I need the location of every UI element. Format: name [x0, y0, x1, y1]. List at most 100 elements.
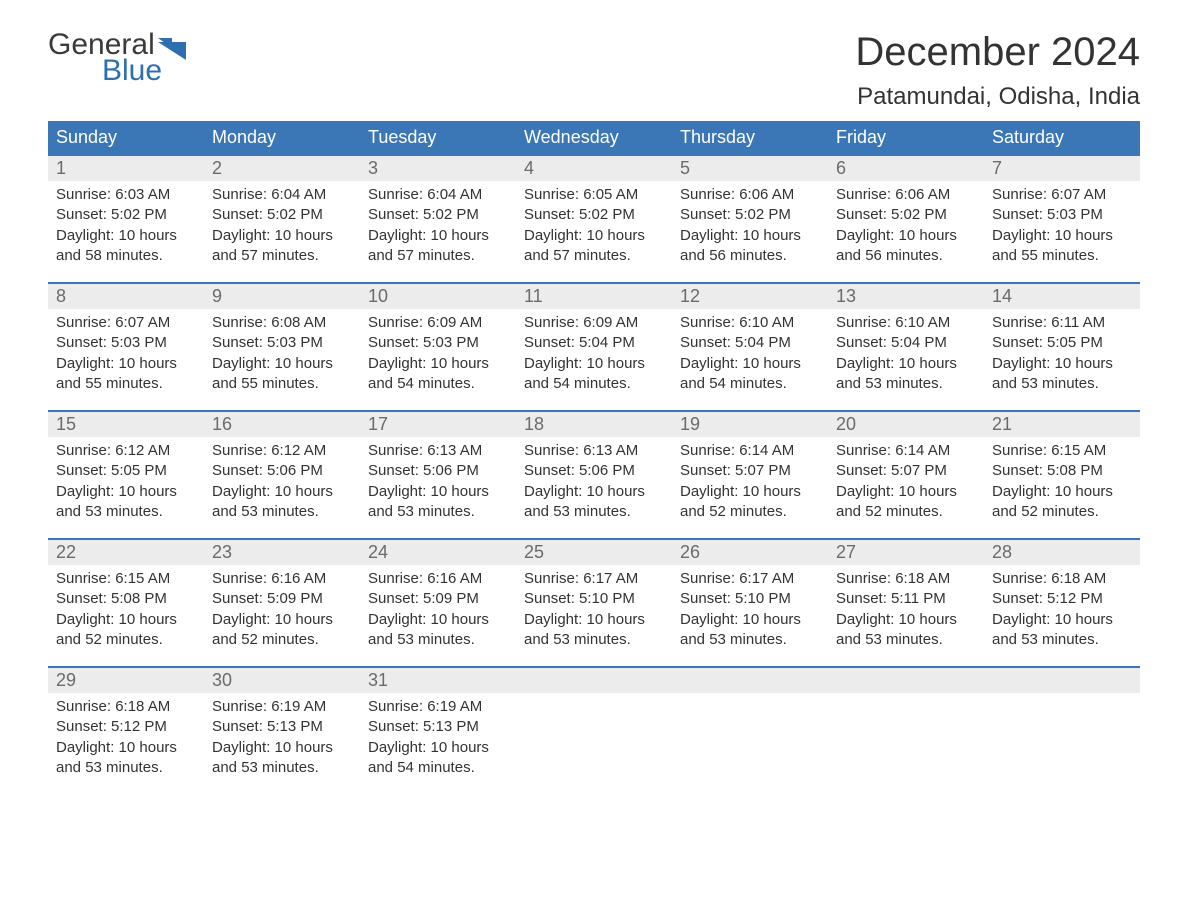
calendar-day: 19Sunrise: 6:14 AMSunset: 5:07 PMDayligh…: [672, 412, 828, 538]
sunrise-text: Sunrise: 6:17 AM: [680, 569, 820, 589]
sunset-text: Sunset: 5:06 PM: [368, 461, 508, 481]
day-body: Sunrise: 6:10 AMSunset: 5:04 PMDaylight:…: [828, 309, 984, 394]
sunrise-text: Sunrise: 6:10 AM: [836, 313, 976, 333]
daylight-text: Daylight: 10 hours and 55 minutes.: [992, 226, 1132, 267]
day-number: 26: [672, 540, 828, 565]
daylight-text: Daylight: 10 hours and 55 minutes.: [212, 354, 352, 395]
calendar-day: 30Sunrise: 6:19 AMSunset: 5:13 PMDayligh…: [204, 668, 360, 794]
day-number: 25: [516, 540, 672, 565]
day-body: Sunrise: 6:17 AMSunset: 5:10 PMDaylight:…: [672, 565, 828, 650]
day-body: Sunrise: 6:11 AMSunset: 5:05 PMDaylight:…: [984, 309, 1140, 394]
sunrise-text: Sunrise: 6:13 AM: [524, 441, 664, 461]
sunrise-text: Sunrise: 6:04 AM: [212, 185, 352, 205]
day-body: Sunrise: 6:15 AMSunset: 5:08 PMDaylight:…: [48, 565, 204, 650]
sunrise-text: Sunrise: 6:06 AM: [836, 185, 976, 205]
sunset-text: Sunset: 5:02 PM: [212, 205, 352, 225]
sunset-text: Sunset: 5:07 PM: [836, 461, 976, 481]
daylight-text: Daylight: 10 hours and 53 minutes.: [680, 610, 820, 651]
sunset-text: Sunset: 5:04 PM: [524, 333, 664, 353]
sunset-text: Sunset: 5:03 PM: [992, 205, 1132, 225]
sunset-text: Sunset: 5:12 PM: [992, 589, 1132, 609]
calendar-day: 5Sunrise: 6:06 AMSunset: 5:02 PMDaylight…: [672, 156, 828, 282]
sunrise-text: Sunrise: 6:14 AM: [836, 441, 976, 461]
day-number: 22: [48, 540, 204, 565]
calendar-day: 8Sunrise: 6:07 AMSunset: 5:03 PMDaylight…: [48, 284, 204, 410]
sunrise-text: Sunrise: 6:16 AM: [368, 569, 508, 589]
calendar-day: 22Sunrise: 6:15 AMSunset: 5:08 PMDayligh…: [48, 540, 204, 666]
calendar-day: 28 Sunrise: 6:18 AMSunset: 5:12 PMDayligh…: [984, 540, 1140, 666]
daylight-text: Daylight: 10 hours and 53 minutes.: [992, 610, 1132, 651]
day-body: Sunrise: 6:15 AMSunset: 5:08 PMDaylight:…: [984, 437, 1140, 522]
calendar-day: 23Sunrise: 6:16 AMSunset: 5:09 PMDayligh…: [204, 540, 360, 666]
day-number: 7: [984, 156, 1140, 181]
sunrise-text: Sunrise: 6:18 AM: [992, 569, 1132, 589]
calendar-week: 1Sunrise: 6:03 AMSunset: 5:02 PMDaylight…: [48, 154, 1140, 282]
daylight-text: Daylight: 10 hours and 56 minutes.: [680, 226, 820, 267]
day-number: 23: [204, 540, 360, 565]
day-body: Sunrise: 6:12 AMSunset: 5:05 PMDaylight:…: [48, 437, 204, 522]
calendar-day: 16Sunrise: 6:12 AMSunset: 5:06 PMDayligh…: [204, 412, 360, 538]
sunrise-text: Sunrise: 6:18 AM: [836, 569, 976, 589]
day-number: 28: [984, 540, 1140, 565]
day-number: 1: [48, 156, 204, 181]
sunset-text: Sunset: 5:13 PM: [212, 717, 352, 737]
calendar-day: 25Sunrise: 6:17 AMSunset: 5:10 PMDayligh…: [516, 540, 672, 666]
daylight-text: Daylight: 10 hours and 56 minutes.: [836, 226, 976, 267]
daylight-text: Daylight: 10 hours and 53 minutes.: [524, 482, 664, 523]
sunset-text: Sunset: 5:10 PM: [524, 589, 664, 609]
calendar-day: 1Sunrise: 6:03 AMSunset: 5:02 PMDaylight…: [48, 156, 204, 282]
calendar-week: 8Sunrise: 6:07 AMSunset: 5:03 PMDaylight…: [48, 282, 1140, 410]
calendar-day: 9Sunrise: 6:08 AMSunset: 5:03 PMDaylight…: [204, 284, 360, 410]
day-number: 16: [204, 412, 360, 437]
daylight-text: Daylight: 10 hours and 53 minutes.: [212, 738, 352, 779]
day-number: [672, 668, 828, 693]
weekday-header: Sunday: [48, 121, 204, 154]
day-number: 13: [828, 284, 984, 309]
sunset-text: Sunset: 5:13 PM: [368, 717, 508, 737]
calendar: SundayMondayTuesdayWednesdayThursdayFrid…: [48, 121, 1140, 794]
day-number: 8: [48, 284, 204, 309]
daylight-text: Daylight: 10 hours and 57 minutes.: [212, 226, 352, 267]
day-body: Sunrise: 6:08 AMSunset: 5:03 PMDaylight:…: [204, 309, 360, 394]
sunrise-text: Sunrise: 6:09 AM: [524, 313, 664, 333]
sunset-text: Sunset: 5:11 PM: [836, 589, 976, 609]
weekday-header: Friday: [828, 121, 984, 154]
sunset-text: Sunset: 5:02 PM: [524, 205, 664, 225]
weekday-header: Tuesday: [360, 121, 516, 154]
calendar-day: 7Sunrise: 6:07 AMSunset: 5:03 PMDaylight…: [984, 156, 1140, 282]
calendar-week: 29Sunrise: 6:18 AMSunset: 5:12 PMDayligh…: [48, 666, 1140, 794]
calendar-week: 22Sunrise: 6:15 AMSunset: 5:08 PMDayligh…: [48, 538, 1140, 666]
sunset-text: Sunset: 5:06 PM: [212, 461, 352, 481]
logo: General Blue: [48, 30, 186, 86]
day-number: 20: [828, 412, 984, 437]
calendar-day: 11Sunrise: 6:09 AMSunset: 5:04 PMDayligh…: [516, 284, 672, 410]
day-body: Sunrise: 6:09 AMSunset: 5:04 PMDaylight:…: [516, 309, 672, 394]
sunrise-text: Sunrise: 6:05 AM: [524, 185, 664, 205]
sunset-text: Sunset: 5:02 PM: [836, 205, 976, 225]
daylight-text: Daylight: 10 hours and 54 minutes.: [368, 738, 508, 779]
calendar-day: 18Sunrise: 6:13 AMSunset: 5:06 PMDayligh…: [516, 412, 672, 538]
weekday-header: Wednesday: [516, 121, 672, 154]
daylight-text: Daylight: 10 hours and 53 minutes.: [368, 610, 508, 651]
calendar-day: 27Sunrise: 6:18 AMSunset: 5:11 PMDayligh…: [828, 540, 984, 666]
sunset-text: Sunset: 5:02 PM: [368, 205, 508, 225]
daylight-text: Daylight: 10 hours and 52 minutes.: [992, 482, 1132, 523]
day-body: Sunrise: 6:13 AMSunset: 5:06 PMDaylight:…: [516, 437, 672, 522]
day-number: 18: [516, 412, 672, 437]
day-body: Sunrise: 6:17 AMSunset: 5:10 PMDaylight:…: [516, 565, 672, 650]
day-number: 11: [516, 284, 672, 309]
sunrise-text: Sunrise: 6:06 AM: [680, 185, 820, 205]
calendar-day: [984, 668, 1140, 794]
sunset-text: Sunset: 5:05 PM: [56, 461, 196, 481]
day-number: 2: [204, 156, 360, 181]
day-body: Sunrise: 6:13 AMSunset: 5:06 PMDaylight:…: [360, 437, 516, 522]
daylight-text: Daylight: 10 hours and 53 minutes.: [524, 610, 664, 651]
daylight-text: Daylight: 10 hours and 53 minutes.: [836, 354, 976, 395]
day-number: 15: [48, 412, 204, 437]
day-body: Sunrise: 6:03 AMSunset: 5:02 PMDaylight:…: [48, 181, 204, 266]
calendar-day: [672, 668, 828, 794]
calendar-day: 3Sunrise: 6:04 AMSunset: 5:02 PMDaylight…: [360, 156, 516, 282]
logo-text-blue: Blue: [102, 56, 186, 86]
daylight-text: Daylight: 10 hours and 54 minutes.: [680, 354, 820, 395]
day-body: [828, 693, 984, 697]
